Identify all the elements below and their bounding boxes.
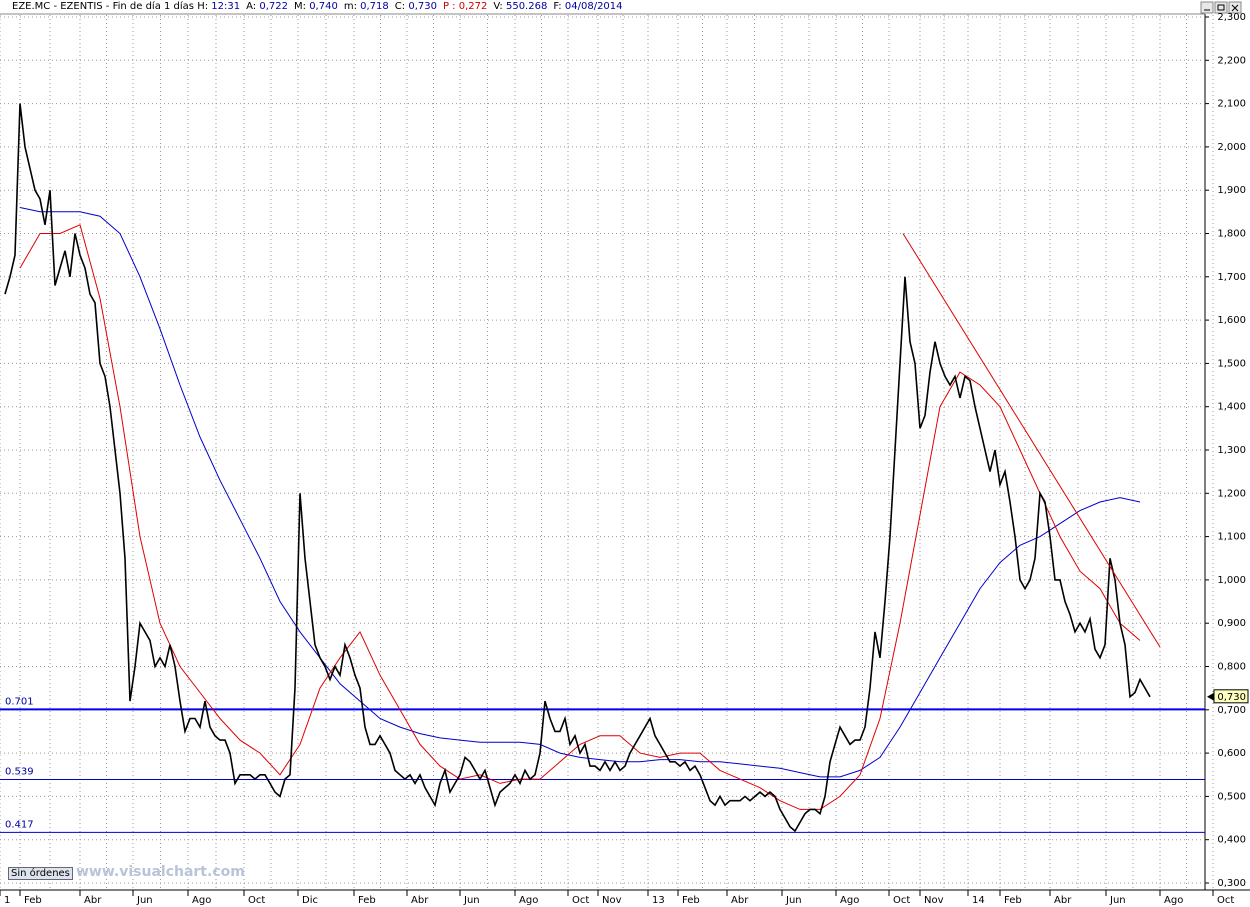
x-tick-label: Abr [731,895,749,906]
field-label: V: [493,1,503,12]
x-tick-label: Ago [192,895,211,906]
field-label: H: [197,1,209,12]
field-label: A: [246,1,257,12]
y-tick-label: 1,300 [1217,445,1246,456]
field-value: 550.268 [505,1,548,12]
y-tick-label: 2,100 [1217,99,1246,110]
y-tick-label: 1,600 [1217,315,1246,326]
header: EZE.MC - EZENTIS - Fin de día 1 días H: … [12,1,629,12]
x-tick-label: 14 [972,895,985,906]
field-value: 0,272 [458,1,488,12]
field-value: 0,718 [360,1,389,12]
x-tick-label: Jun [1109,895,1126,906]
field-value: 0,740 [309,1,338,12]
y-tick-label: 0,700 [1217,705,1246,716]
field-value: 04/08/2014 [564,1,623,12]
field-value: 12:31 [211,1,241,12]
field-value: 0,730 [408,1,437,12]
field-value: 0,722 [259,1,288,12]
field-label: P : [442,1,456,12]
price-line [4,103,1151,833]
icon [1217,4,1225,11]
x-tick-label: Feb [1004,895,1022,906]
x-tick-label: Feb [682,895,700,906]
x-tick-label: Ago [519,895,538,906]
y-tick-label: 2,000 [1217,142,1246,153]
field-label: C: [394,1,406,12]
x-tick-label: Abr [411,895,429,906]
y-tick-label: 0,800 [1217,662,1246,673]
x-tick-label: Feb [24,895,42,906]
x-tick-label: Feb [358,895,376,906]
trendline [902,233,1161,648]
orders-button[interactable]: Sin órdenes [8,867,73,880]
y-tick-label: 0,400 [1217,835,1246,846]
field-label: F: [553,1,562,12]
y-tick-label: 2,200 [1217,55,1246,66]
symbol: EZE.MC - EZENTIS - Fin de día 1 días [12,1,195,12]
moving-average [19,224,1141,810]
x-tick-label: Oct [248,895,265,906]
y-tick-label: 1,700 [1217,272,1246,283]
icon [1231,4,1239,12]
fields: H: 12:31 A: 0,722 M: 0,740 m: 0,718 C: 0,730… [197,1,628,12]
x-tick-label: Nov [924,895,944,906]
level-label: 0.417 [5,819,34,830]
y-tick-label: 1,400 [1217,402,1246,413]
window-controls [1200,1,1242,14]
y-tick-label: 2,300 [1217,12,1246,23]
watermark: www.visualchart.com [76,864,245,880]
x-tick-label: Oct [1217,895,1234,906]
y-tick-label: 0,300 [1217,878,1246,889]
level-label: 0.539 [5,767,34,778]
x-tick-label: 13 [652,895,665,906]
x-tick-label: Ago [840,895,859,906]
y-tick-label: 1,000 [1217,575,1246,586]
x-tick-label: Ago [1164,895,1183,906]
moving-average [19,207,1141,778]
field-label: m: [343,1,357,12]
level-label: 0.701 [5,696,34,707]
y-tick-label: 1,800 [1217,229,1246,240]
x-tick-label: Jun [785,895,802,906]
y-tick-label: 0,600 [1217,748,1246,759]
y-tick-label: 1,200 [1217,488,1246,499]
x-tick-label: 1 [4,895,10,906]
x-tick-label: Jun [136,895,153,906]
y-tick-label: 0,900 [1217,618,1246,629]
last-price-label: 0,730 [1217,692,1246,703]
y-tick-label: 1,100 [1217,532,1246,543]
minimize-button[interactable] [1200,1,1214,14]
x-tick-label: Oct [572,895,589,906]
field-label: M: [294,1,306,12]
last-price-pointer [1207,692,1214,701]
x-tick-label: Nov [602,895,622,906]
x-tick-label: Jun [463,895,480,906]
y-tick-label: 1,500 [1217,358,1246,369]
x-tick-label: Dic [302,895,318,906]
x-tick-label: Abr [84,895,102,906]
y-tick-label: 1,900 [1217,185,1246,196]
x-tick-label: Oct [893,895,910,906]
x-tick-label: Abr [1054,895,1072,906]
y-tick-label: 0,500 [1217,791,1246,802]
maximize-button[interactable] [1214,1,1228,14]
